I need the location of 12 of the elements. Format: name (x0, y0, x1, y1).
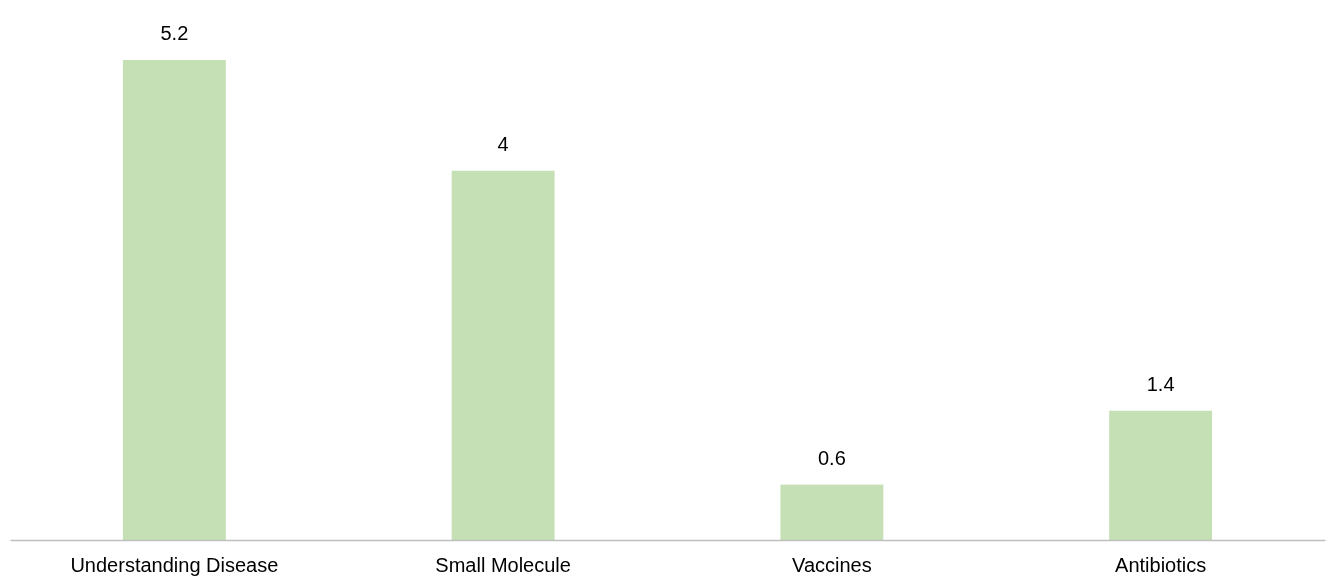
bar (451, 170, 555, 540)
x-tick-label: Antibiotics (1115, 554, 1207, 577)
bar (122, 60, 226, 540)
x-tick-label: Vaccines (792, 554, 872, 577)
x-tick-label: Understanding Disease (70, 554, 279, 577)
data-label: 0.6 (817, 446, 846, 469)
bar (780, 484, 884, 540)
data-label: 1.4 (1146, 372, 1175, 395)
data-label: 5.2 (160, 22, 189, 44)
x-tick-label: Small Molecule (435, 554, 571, 577)
data-label: 4 (497, 132, 509, 155)
bar (1109, 410, 1213, 540)
